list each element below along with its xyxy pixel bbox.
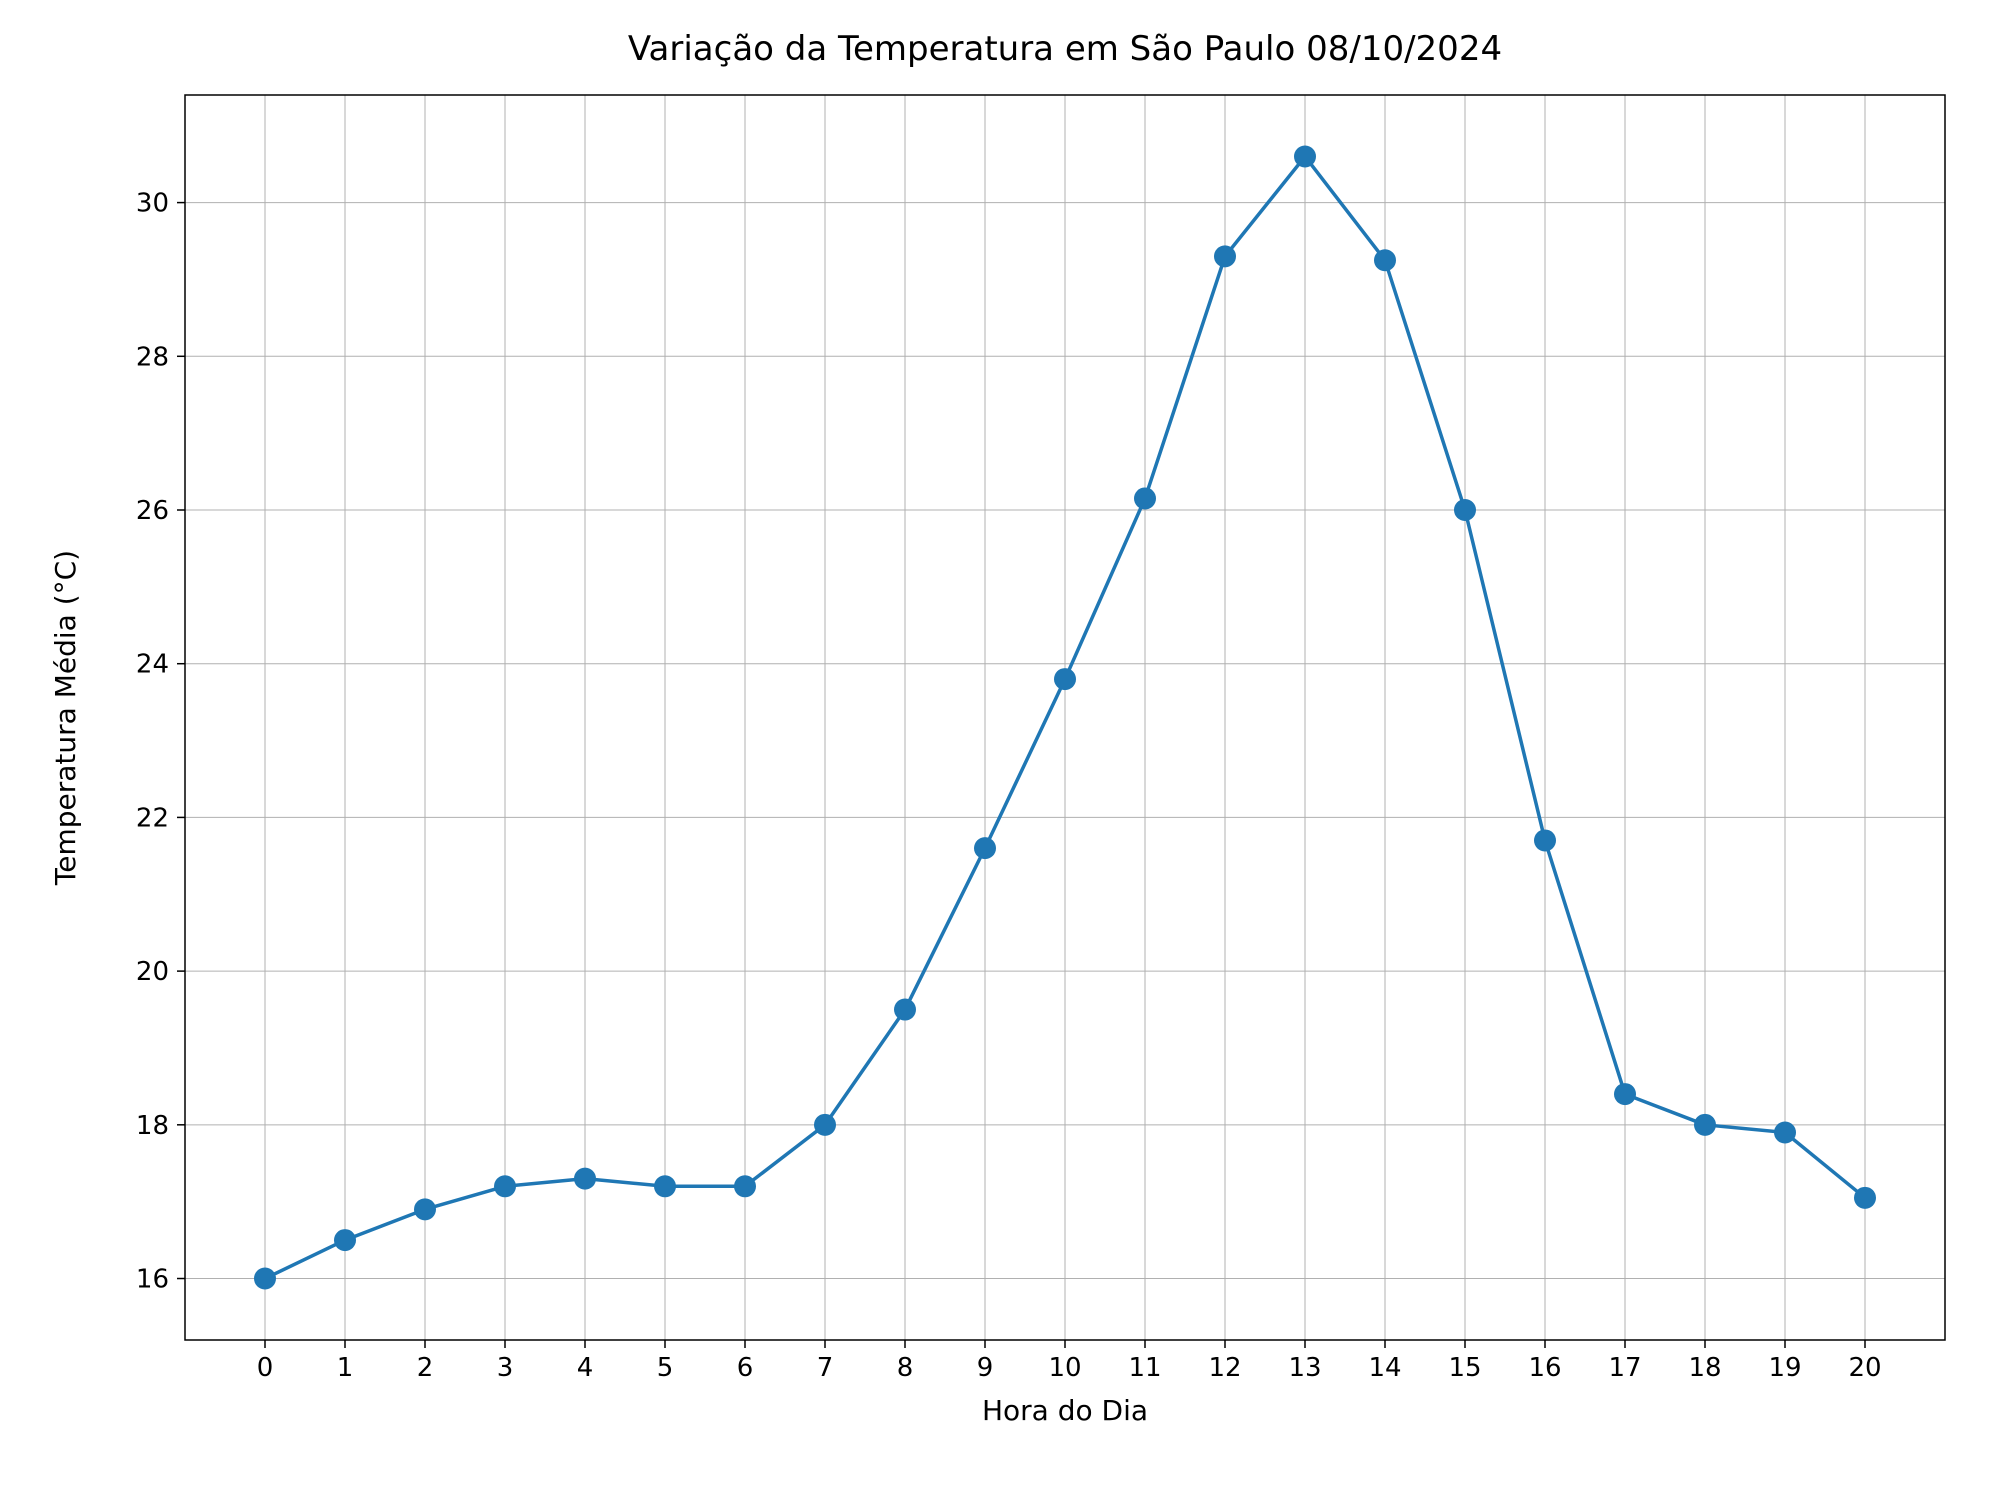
x-tick-label: 9 [977,1353,994,1383]
data-point-marker [1214,245,1236,267]
x-tick-label: 1 [337,1353,354,1383]
data-point-marker [1054,668,1076,690]
x-tick-label: 14 [1368,1353,1401,1383]
x-tick-label: 6 [737,1353,754,1383]
x-tick-label: 10 [1048,1353,1081,1383]
x-tick-label: 20 [1848,1353,1881,1383]
data-point-marker [654,1175,676,1197]
data-point-marker [894,999,916,1021]
data-point-marker [574,1168,596,1190]
data-point-marker [1774,1122,1796,1144]
data-point-marker [734,1175,756,1197]
x-tick-label: 4 [577,1353,594,1383]
x-tick-label: 2 [417,1353,434,1383]
temperature-chart: 0123456789101112131415161718192016182022… [20,20,1980,1470]
data-point-marker [814,1114,836,1136]
data-point-marker [1614,1083,1636,1105]
data-point-marker [974,837,996,859]
data-point-marker [334,1229,356,1251]
data-point-marker [1294,145,1316,167]
y-axis-label: Temperatura Média (°C) [49,550,82,886]
y-tick-label: 28 [136,342,169,372]
data-point-marker [414,1198,436,1220]
data-point-marker [1694,1114,1716,1136]
data-point-marker [1854,1187,1876,1209]
chart-container: 0123456789101112131415161718192016182022… [20,20,1980,1470]
x-tick-label: 5 [657,1353,674,1383]
data-point-marker [1134,487,1156,509]
x-tick-label: 12 [1208,1353,1241,1383]
data-point-marker [494,1175,516,1197]
y-tick-label: 30 [136,189,169,219]
x-tick-label: 17 [1608,1353,1641,1383]
data-point-marker [1374,249,1396,271]
x-tick-label: 0 [257,1353,274,1383]
chart-title: Variação da Temperatura em São Paulo 08/… [628,29,1502,69]
x-tick-label: 3 [497,1353,514,1383]
y-tick-label: 26 [136,496,169,526]
x-tick-label: 11 [1128,1353,1161,1383]
x-tick-label: 13 [1288,1353,1321,1383]
x-tick-label: 7 [817,1353,834,1383]
x-axis-label: Hora do Dia [982,1394,1148,1427]
x-tick-label: 19 [1768,1353,1801,1383]
y-tick-label: 16 [136,1265,169,1295]
data-point-marker [254,1268,276,1290]
data-point-marker [1454,499,1476,521]
data-point-marker [1534,829,1556,851]
x-tick-label: 18 [1688,1353,1721,1383]
x-tick-label: 16 [1528,1353,1561,1383]
y-tick-label: 22 [136,803,169,833]
y-tick-label: 18 [136,1111,169,1141]
y-tick-label: 24 [136,650,169,680]
y-tick-label: 20 [136,957,169,987]
x-tick-label: 15 [1448,1353,1481,1383]
x-tick-label: 8 [897,1353,914,1383]
